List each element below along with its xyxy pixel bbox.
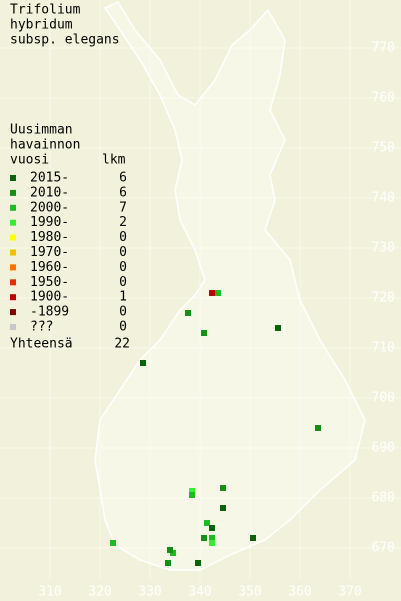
observation: [167, 547, 173, 553]
legend-swatch: [10, 189, 16, 196]
legend-swatch: [10, 234, 16, 241]
legend-swatch: [10, 294, 16, 301]
observation: [209, 540, 215, 546]
x-tick-label: 350: [238, 585, 261, 600]
legend-count: 7: [119, 200, 127, 215]
observation: [189, 492, 195, 498]
legend-label: 2000-: [30, 200, 69, 215]
legend-label: 1980-: [30, 230, 69, 245]
y-tick-label: 720: [372, 291, 395, 306]
y-tick-label: 700: [372, 391, 395, 406]
observation: [201, 535, 207, 541]
legend-swatch: [10, 175, 16, 181]
y-tick-label: 710: [372, 341, 395, 356]
title: subsp. elegans: [10, 33, 120, 48]
y-tick-label: 690: [372, 441, 395, 456]
legend-header: havainnon: [10, 138, 80, 153]
legend-label: 1900-: [30, 290, 69, 305]
title: hybridum: [10, 18, 73, 33]
legend-header: vuosi: [10, 153, 49, 168]
legend-count: 0: [119, 275, 127, 290]
legend-count: 6: [119, 185, 127, 200]
y-tick-label: 670: [372, 541, 395, 556]
observation: [201, 330, 207, 336]
x-tick-label: 310: [38, 585, 61, 600]
y-tick-label: 680: [372, 491, 395, 506]
legend-count: 0: [119, 260, 127, 275]
legend-count: 0: [119, 305, 127, 320]
observation: [209, 525, 215, 531]
legend-count-header: lkm: [102, 153, 126, 168]
observation: [204, 520, 210, 526]
legend-label: 1990-: [30, 215, 69, 230]
y-tick-label: 740: [372, 191, 395, 206]
observation: [220, 505, 226, 511]
observation: [209, 535, 215, 541]
x-tick-label: 340: [188, 585, 211, 600]
observation: [185, 310, 191, 316]
legend-label: 2015-: [30, 171, 69, 186]
legend-swatch: [10, 309, 16, 316]
legend-count: 6: [119, 171, 127, 186]
legend-count: 1: [119, 290, 127, 305]
observation: [195, 560, 201, 566]
legend-swatch: [10, 219, 16, 226]
y-tick-label: 760: [372, 91, 395, 106]
y-tick-label: 770: [372, 41, 395, 56]
legend-header: Uusimman: [10, 123, 73, 138]
observation: [165, 560, 171, 566]
legend-count: 2: [119, 215, 127, 230]
legend-label: 1960-: [30, 260, 69, 275]
x-tick-label: 330: [138, 585, 161, 600]
observation: [189, 488, 195, 494]
y-tick-label: 750: [372, 141, 395, 156]
observation: [215, 290, 221, 296]
legend-count: 0: [119, 230, 127, 245]
observation: [315, 425, 321, 431]
legend-label: 2010-: [30, 185, 69, 200]
observation: [209, 290, 215, 296]
legend-swatch: [10, 264, 16, 271]
observation: [275, 325, 281, 331]
legend-label: ???: [30, 320, 53, 335]
legend-label: 1970-: [30, 245, 69, 260]
legend-swatch: [10, 249, 16, 256]
legend-count: 0: [119, 320, 127, 335]
legend-count: 0: [119, 245, 127, 260]
legend-swatch: [10, 204, 16, 211]
title: Trifolium: [10, 3, 81, 18]
x-tick-label: 320: [88, 585, 111, 600]
x-tick-label: 370: [338, 585, 361, 600]
total-count: 22: [114, 337, 130, 352]
observation: [110, 540, 116, 546]
y-tick-label: 730: [372, 241, 395, 256]
total-label: Yhteensä: [10, 337, 73, 352]
legend-label: -1899: [30, 305, 69, 320]
observation: [220, 485, 226, 491]
legend-label: 1950-: [30, 275, 69, 290]
legend-swatch: [10, 324, 16, 330]
legend-swatch: [10, 279, 16, 286]
points: [110, 290, 321, 566]
finland-outline: [94, 1, 366, 571]
observation: [250, 535, 256, 541]
observation: [140, 360, 146, 366]
x-tick-label: 360: [288, 585, 311, 600]
